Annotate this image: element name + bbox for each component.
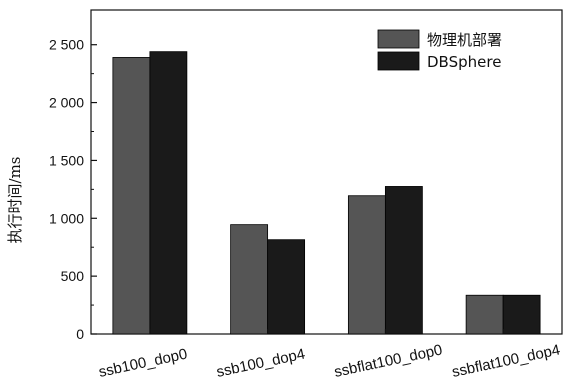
- y-tick-label: 2 500: [49, 37, 84, 53]
- y-tick-label: 2 000: [49, 95, 84, 111]
- x-tick-label: ssb100_dop4: [215, 346, 307, 381]
- bar-physical-ssbflat100_dop4: [465, 294, 504, 335]
- bar-physical-ssb100_dop4: [230, 224, 269, 335]
- legend-swatch: [377, 51, 420, 71]
- x-axis: ssb100_dop0 ssb100_dop4 ssbflat100_dop0 ssb…: [97, 329, 562, 381]
- bar-physical-ssb100_dop0: [112, 57, 151, 335]
- y-axis: 0 500 1 000 1 500 2 000 2 500: [49, 37, 97, 342]
- plot-area: [90, 9, 563, 335]
- bar-physical-ssbflat100_dop0: [347, 195, 386, 335]
- bar-dbsphere-ssb100_dop4: [267, 239, 306, 335]
- legend: 物理机部署 DBSphere: [377, 29, 502, 71]
- x-tick-label: ssbflat100_dop0: [333, 341, 444, 381]
- legend-swatch: [377, 29, 420, 49]
- x-tick-label: ssbflat100_dop4: [450, 341, 561, 381]
- x-tick-label: ssb100_dop0: [97, 346, 189, 381]
- y-tick-label: 0: [76, 326, 84, 342]
- y-tick-label: 500: [61, 268, 85, 284]
- y-tick-label: 1 500: [49, 152, 84, 168]
- bar-dbsphere-ssbflat100_dop4: [502, 294, 541, 335]
- bars: [112, 51, 541, 335]
- legend-label: DBSphere: [427, 53, 501, 71]
- bar-dbsphere-ssbflat100_dop0: [384, 186, 423, 335]
- y-axis-label: 执行时间/ms: [6, 157, 24, 244]
- y-tick-label: 1 000: [49, 210, 84, 226]
- plot-frame: [90, 9, 563, 335]
- bar-dbsphere-ssb100_dop0: [149, 51, 188, 335]
- legend-label: 物理机部署: [427, 31, 502, 49]
